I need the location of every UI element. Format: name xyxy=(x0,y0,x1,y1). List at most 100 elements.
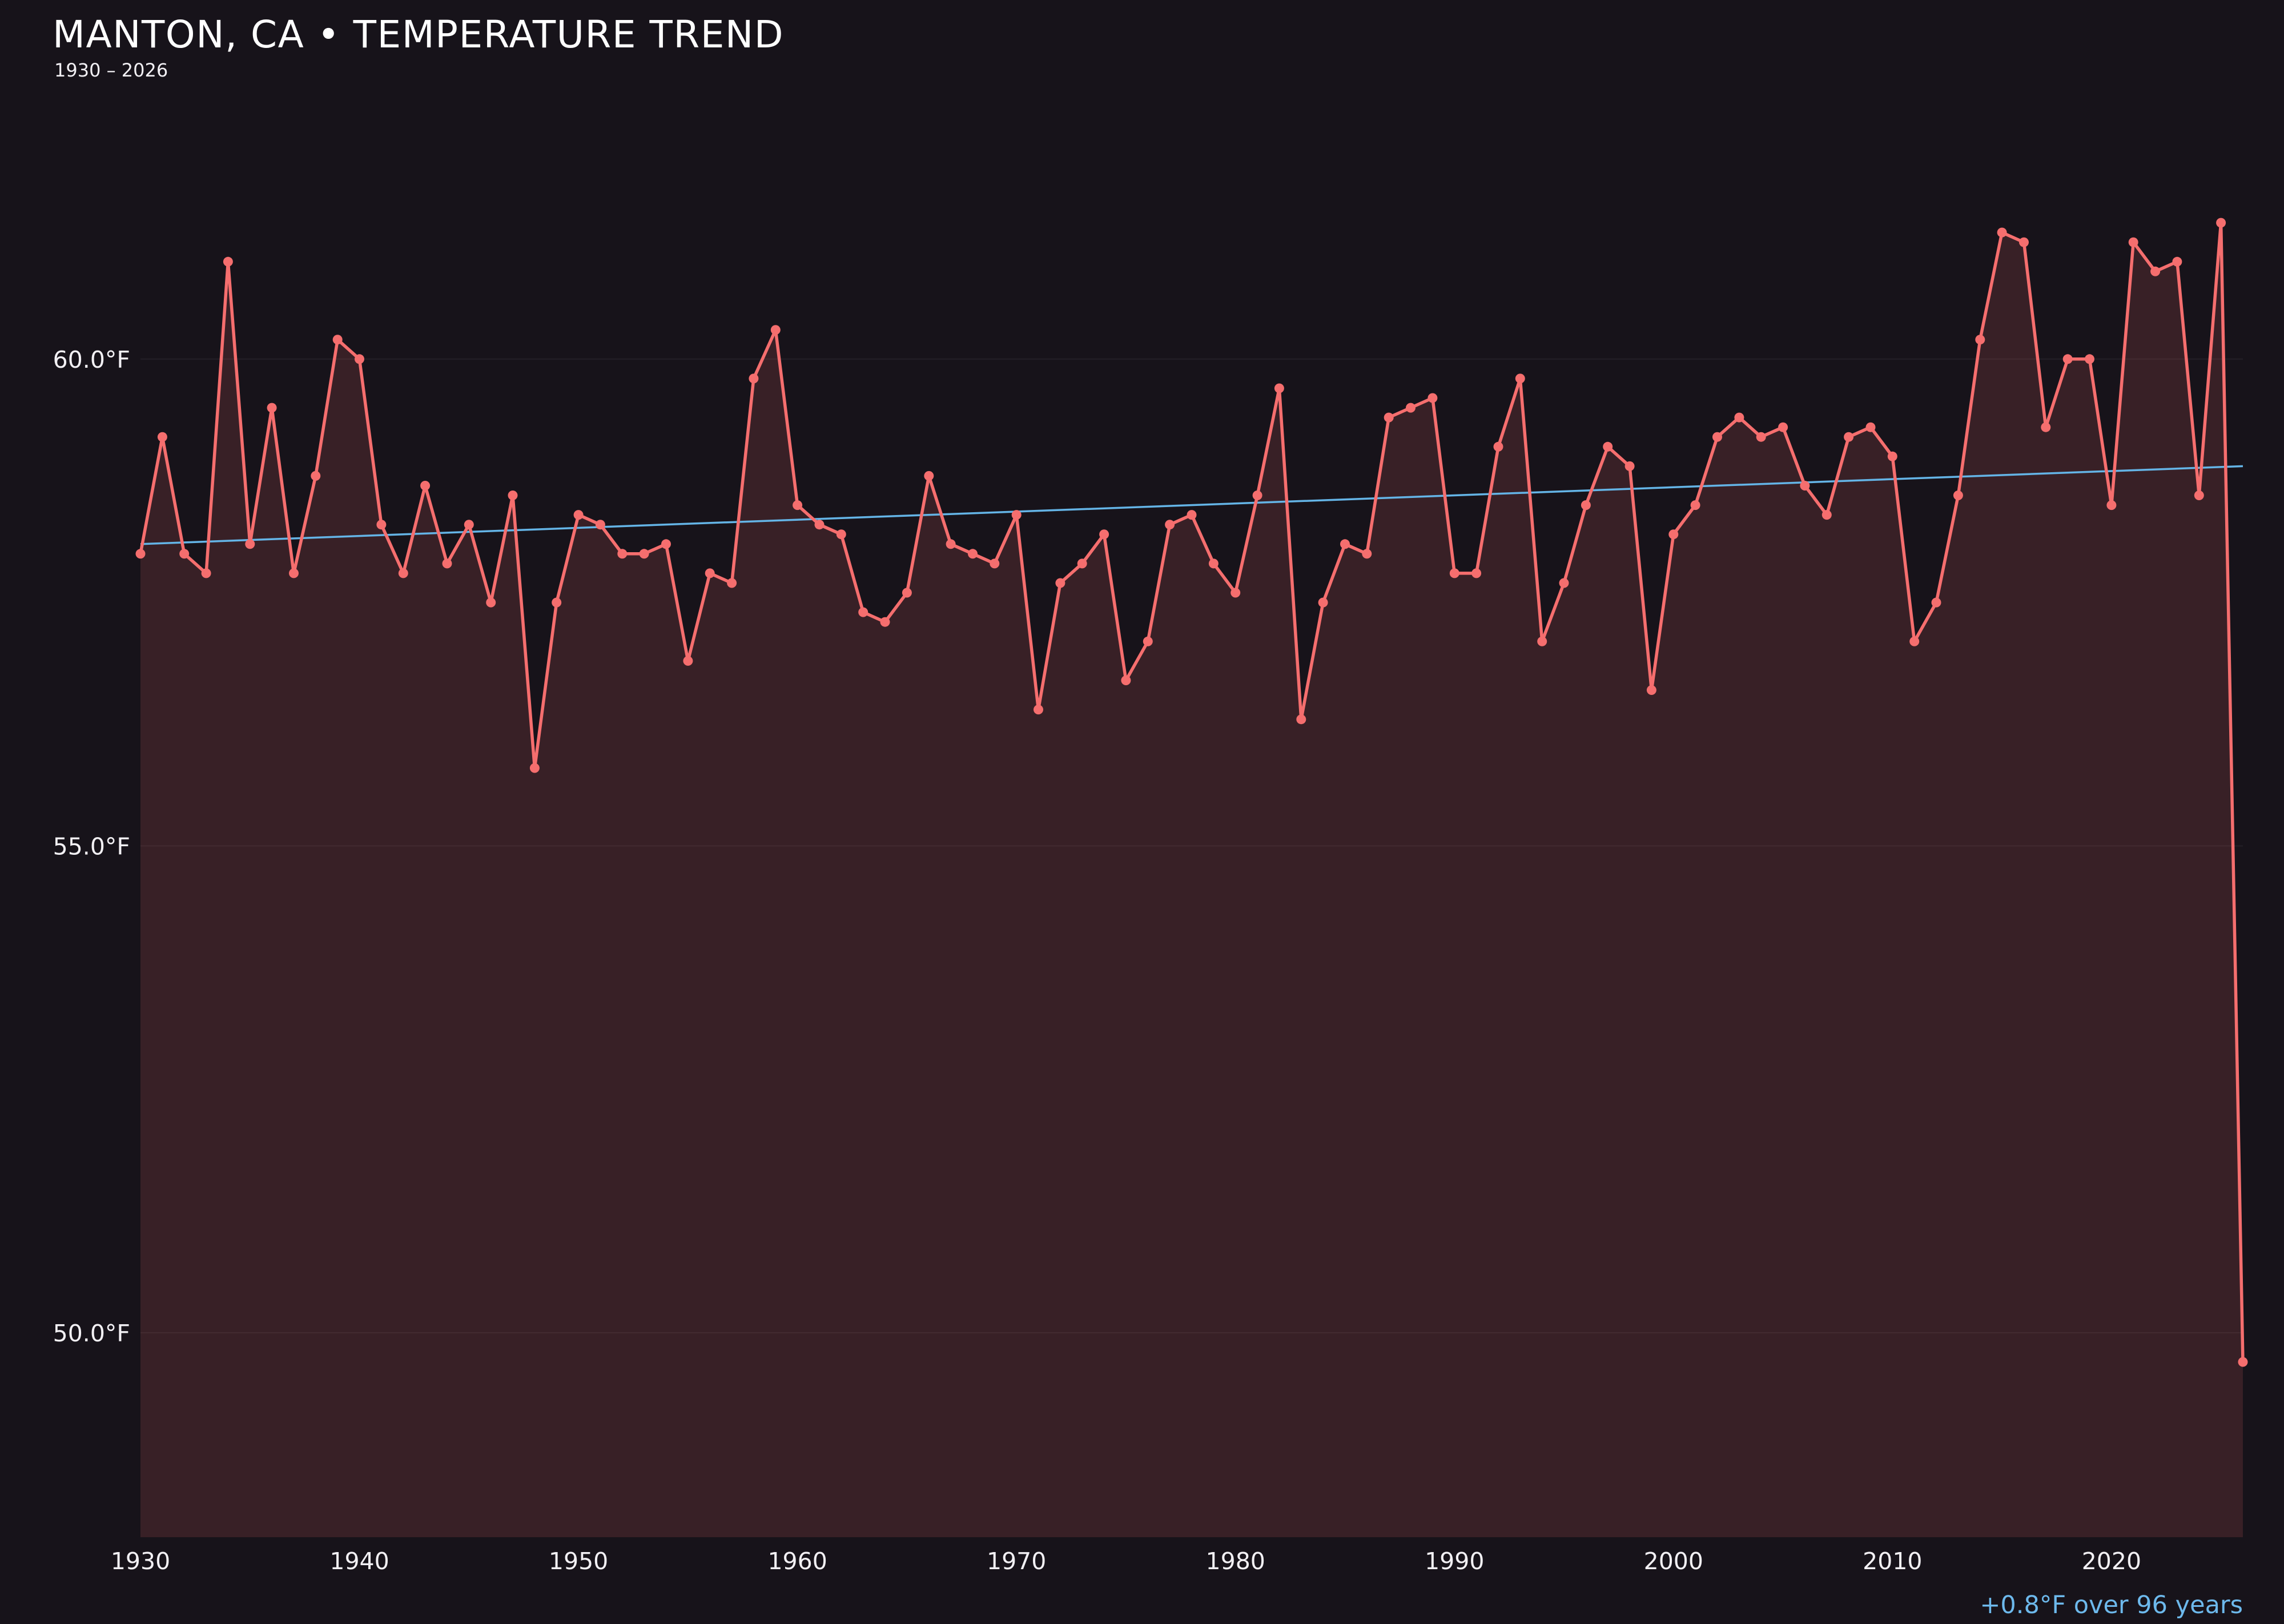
data-point-marker xyxy=(2128,237,2138,247)
x-axis-tick-label: 2010 xyxy=(1863,1547,1922,1575)
data-point-marker xyxy=(2216,218,2226,228)
data-point-marker xyxy=(1493,441,1503,452)
data-point-marker xyxy=(1559,578,1569,588)
data-point-marker xyxy=(1931,597,1941,608)
data-point-marker xyxy=(1449,568,1459,578)
data-point-marker xyxy=(749,373,759,384)
data-point-marker xyxy=(770,325,781,335)
data-point-marker xyxy=(1252,491,1262,500)
data-point-marker xyxy=(1997,227,2007,238)
data-point-marker xyxy=(1887,451,1897,461)
data-point-marker xyxy=(1099,529,1109,540)
y-axis-tick-label: 50.0°F xyxy=(53,1320,130,1347)
data-point-marker xyxy=(2150,266,2161,276)
data-point-marker xyxy=(1603,441,1613,452)
data-point-marker xyxy=(1646,685,1656,695)
data-point-marker xyxy=(902,588,912,598)
data-point-marker xyxy=(442,558,452,569)
data-point-marker xyxy=(1274,383,1284,393)
data-point-marker xyxy=(1296,714,1306,725)
data-point-marker xyxy=(880,617,890,627)
data-point-marker xyxy=(1778,422,1788,432)
data-point-marker xyxy=(398,568,408,578)
data-point-marker xyxy=(332,335,343,345)
data-point-marker xyxy=(1844,432,1854,442)
data-point-marker xyxy=(683,656,693,666)
data-point-marker xyxy=(1165,520,1175,530)
data-point-marker xyxy=(1318,597,1328,608)
data-point-marker xyxy=(1909,636,1920,646)
data-point-marker xyxy=(464,520,474,530)
data-point-marker xyxy=(1690,500,1700,510)
data-point-marker xyxy=(1537,636,1547,646)
data-point-marker xyxy=(1231,588,1241,598)
data-point-marker xyxy=(2172,256,2182,267)
data-point-marker xyxy=(420,481,431,491)
data-point-marker xyxy=(1077,558,1087,569)
data-point-marker xyxy=(1624,461,1635,471)
data-point-marker xyxy=(836,529,846,540)
data-point-marker xyxy=(793,500,803,510)
data-point-marker xyxy=(814,520,825,530)
data-point-marker xyxy=(2194,491,2204,500)
data-point-marker xyxy=(201,568,211,578)
data-point-marker xyxy=(2085,354,2094,364)
data-point-marker xyxy=(1865,422,1876,432)
data-point-marker xyxy=(727,578,737,588)
x-axis-tick-label: 1950 xyxy=(549,1547,608,1575)
data-point-marker xyxy=(1384,412,1394,423)
data-point-marker xyxy=(1406,403,1416,413)
x-axis-tick-label: 2000 xyxy=(1644,1547,1703,1575)
data-point-marker xyxy=(529,763,540,773)
data-point-marker xyxy=(1821,510,1832,520)
data-point-marker xyxy=(376,520,387,530)
x-axis-tick-label: 1980 xyxy=(1206,1547,1265,1575)
x-axis-tick-label: 1960 xyxy=(767,1547,827,1575)
y-axis-tick-label: 60.0°F xyxy=(53,346,130,373)
data-point-marker xyxy=(2106,500,2117,510)
x-axis-tick-label: 1990 xyxy=(1425,1547,1484,1575)
data-point-marker xyxy=(1471,568,1482,578)
data-point-marker xyxy=(1187,510,1197,520)
data-point-marker xyxy=(1055,578,1065,588)
data-point-marker xyxy=(617,549,628,559)
data-point-marker xyxy=(355,354,364,364)
data-point-marker xyxy=(311,471,321,481)
x-axis-tick-label: 2020 xyxy=(2082,1547,2141,1575)
data-point-marker xyxy=(661,539,671,549)
data-point-marker xyxy=(2041,422,2051,432)
data-point-marker xyxy=(267,403,277,413)
data-point-marker xyxy=(1208,558,1219,569)
data-point-marker xyxy=(486,597,496,608)
data-point-marker xyxy=(1034,705,1043,715)
data-point-marker xyxy=(946,539,956,549)
data-point-marker xyxy=(179,549,190,559)
data-point-marker xyxy=(508,491,518,500)
data-point-marker xyxy=(573,510,584,520)
data-point-marker xyxy=(245,539,255,549)
data-point-marker xyxy=(2238,1357,2248,1367)
data-point-marker xyxy=(223,256,233,267)
data-point-marker xyxy=(1362,549,1372,559)
x-axis-tick-label: 1940 xyxy=(329,1547,389,1575)
data-point-marker xyxy=(924,471,934,481)
data-point-marker xyxy=(1668,529,1679,540)
data-point-marker xyxy=(2062,354,2073,364)
trend-line xyxy=(140,465,2243,545)
data-point-marker xyxy=(1975,335,1985,345)
chart-title: MANTON, CA • TEMPERATURE TREND xyxy=(53,13,785,57)
data-point-marker xyxy=(1340,539,1350,549)
x-axis-tick-label: 1930 xyxy=(111,1547,170,1575)
data-point-marker xyxy=(1011,510,1022,520)
data-point-marker xyxy=(639,549,649,559)
data-point-marker xyxy=(858,607,868,617)
data-point-marker xyxy=(1515,373,1525,384)
data-point-marker xyxy=(1734,412,1744,423)
data-point-marker xyxy=(1121,676,1131,685)
data-point-marker xyxy=(1581,500,1591,510)
data-point-marker xyxy=(2019,237,2029,247)
y-axis-tick-label: 55.0°F xyxy=(53,833,130,860)
data-point-marker xyxy=(1712,432,1722,442)
data-point-marker xyxy=(1756,432,1766,442)
data-point-marker xyxy=(595,520,605,530)
